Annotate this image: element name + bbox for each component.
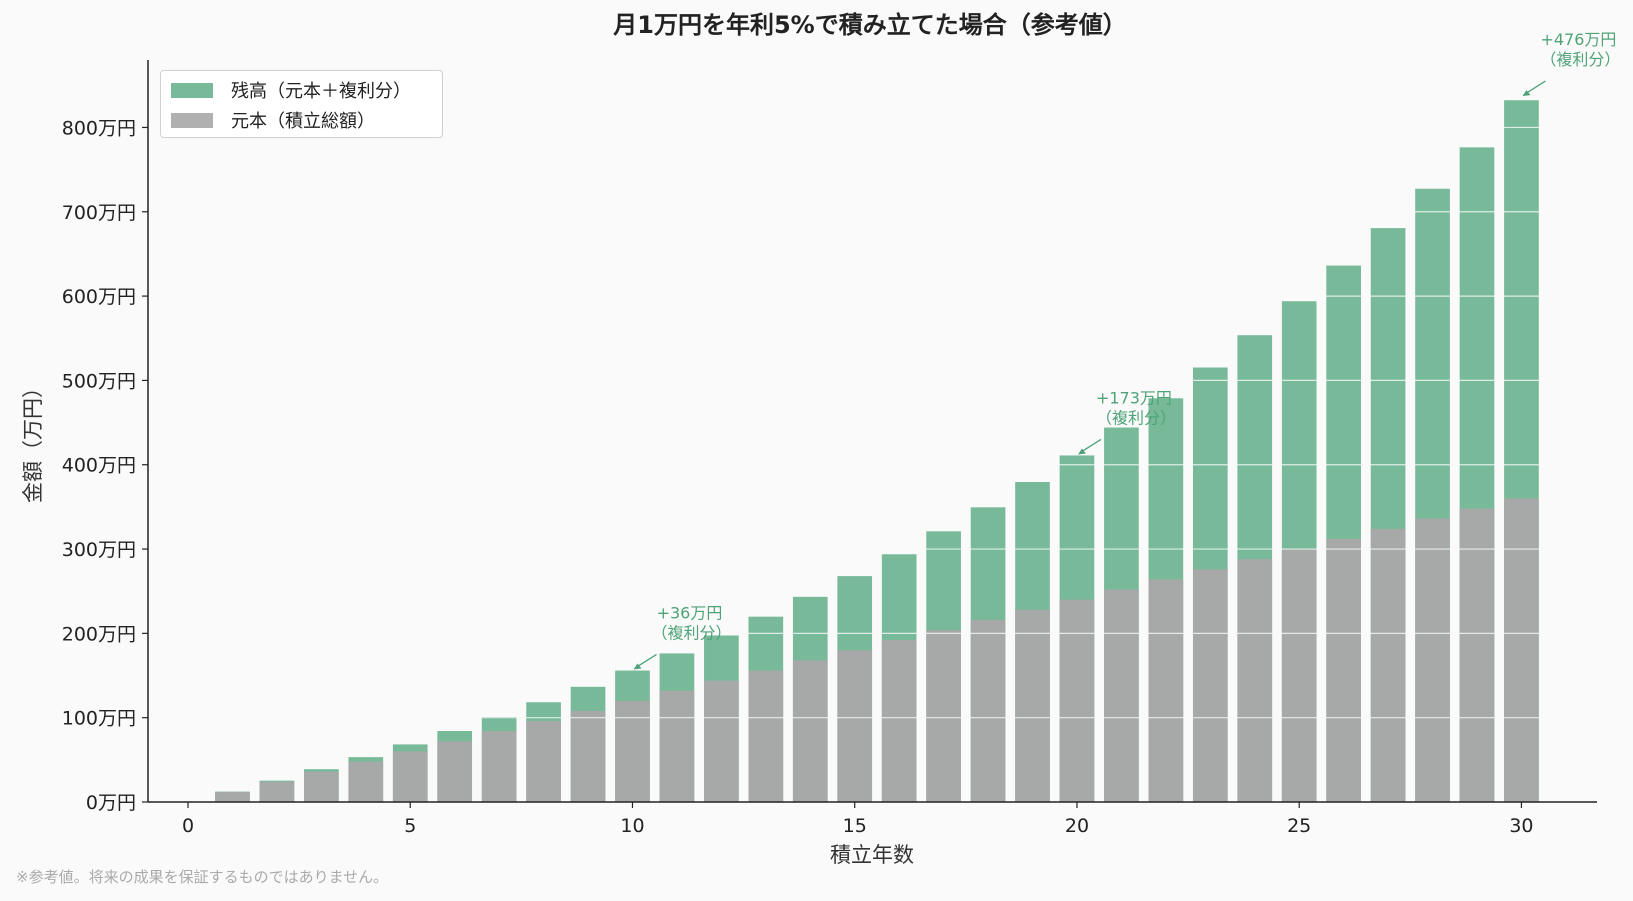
y-tick-label: 100万円: [62, 708, 136, 730]
chart-title: 月1万円を年利5%で積み立てた場合（参考値）: [612, 11, 1126, 39]
y-tick-labels: 0万円 100万円 200万円 300万円 400万円 500万円 600万円 700万円 80…: [62, 117, 148, 814]
bar-principal: [215, 791, 250, 802]
footnote: ※参考値。将来の成果を保証するものではありません。: [16, 868, 389, 886]
bar-principal: [1415, 518, 1450, 802]
y-tick-label: 600万円: [62, 286, 136, 308]
bar-principal: [1237, 559, 1273, 802]
y-tick-label: 800万円: [62, 117, 136, 139]
annotation-value: +476万円: [1540, 30, 1616, 49]
bar-principal: [1059, 599, 1095, 802]
bar-principal: [570, 710, 606, 802]
annotation: +173万円（複利分）: [1077, 388, 1176, 455]
x-tick-labels: 0 5 10 15 20 25 30: [182, 802, 1534, 837]
bar-principal: [704, 680, 739, 802]
x-tick-label: 25: [1287, 815, 1311, 837]
bar-principal: [970, 619, 1006, 802]
bar-principal: [392, 751, 428, 802]
legend-swatch-principal: [171, 112, 213, 128]
bar-principal: [1104, 589, 1139, 802]
annotation-arrowhead: [1522, 90, 1531, 97]
legend-swatch-balance: [171, 82, 213, 98]
annotation-note: （複利分）: [651, 623, 731, 642]
x-tick-label: 30: [1509, 815, 1533, 837]
x-tick-label: 0: [182, 815, 194, 837]
bar-principal: [926, 629, 961, 802]
y-axis-label: 金額（万円）: [21, 377, 45, 503]
bar-principal: [1148, 579, 1184, 802]
annotation-arrowhead: [1077, 448, 1086, 455]
annotation: +476万円（複利分）: [1522, 30, 1620, 97]
bar-principal: [1281, 549, 1317, 802]
legend-item-balance: 残高（元本＋複利分）: [171, 76, 411, 104]
bar-principal: [615, 700, 650, 802]
x-tick-label: 15: [843, 815, 867, 837]
bar-principal: [481, 731, 517, 802]
bar-principal: [304, 771, 339, 802]
y-tick-label: 300万円: [62, 539, 136, 561]
x-tick-label: 10: [620, 815, 644, 837]
bar-principal: [792, 660, 828, 802]
y-tick-label: 400万円: [62, 455, 136, 477]
y-tick-label: 200万円: [62, 623, 136, 645]
bar-principal: [837, 650, 873, 802]
annotation-value: +173万円: [1096, 388, 1172, 407]
legend-label-balance: 残高（元本＋複利分）: [231, 81, 411, 102]
bar-principal: [1192, 569, 1228, 802]
principal-bars: [215, 498, 1539, 802]
x-axis-label: 積立年数: [830, 843, 914, 867]
x-tick-label: 20: [1065, 815, 1089, 837]
bar-principal: [348, 761, 384, 802]
annotation-arrowhead: [633, 663, 642, 670]
bar-principal: [1326, 538, 1361, 802]
bar-principal: [259, 781, 295, 802]
legend: 残高（元本＋複利分） 元本（積立総額）: [160, 70, 443, 138]
legend-item-principal: 元本（積立総額）: [171, 106, 375, 134]
legend-label-principal: 元本（積立総額）: [231, 111, 375, 132]
bar-principal: [659, 690, 695, 802]
bar-principal: [1459, 508, 1495, 802]
annotation-note: （複利分）: [1540, 50, 1620, 69]
annotation-arrow: [1526, 80, 1546, 94]
bar-principal: [526, 721, 561, 802]
y-tick-label: 500万円: [62, 370, 136, 392]
bar-principal: [1504, 498, 1539, 802]
annotation: +36万円（複利分）: [633, 603, 731, 670]
bar-principal: [881, 640, 917, 802]
bar-principal: [437, 741, 473, 802]
annotation-arrow: [1081, 438, 1102, 453]
bar-principal: [748, 670, 784, 802]
bar-principal: [1370, 528, 1406, 802]
bar-principal: [1015, 609, 1050, 802]
annotation-arrow: [637, 653, 657, 668]
y-tick-label: 700万円: [62, 202, 136, 224]
annotation-note: （複利分）: [1096, 408, 1176, 427]
annotations: +36万円（複利分）+173万円（複利分）+476万円（複利分）: [633, 30, 1620, 670]
annotation-value: +36万円: [657, 603, 723, 622]
x-tick-label: 5: [404, 815, 416, 837]
y-tick-label: 0万円: [86, 792, 136, 814]
